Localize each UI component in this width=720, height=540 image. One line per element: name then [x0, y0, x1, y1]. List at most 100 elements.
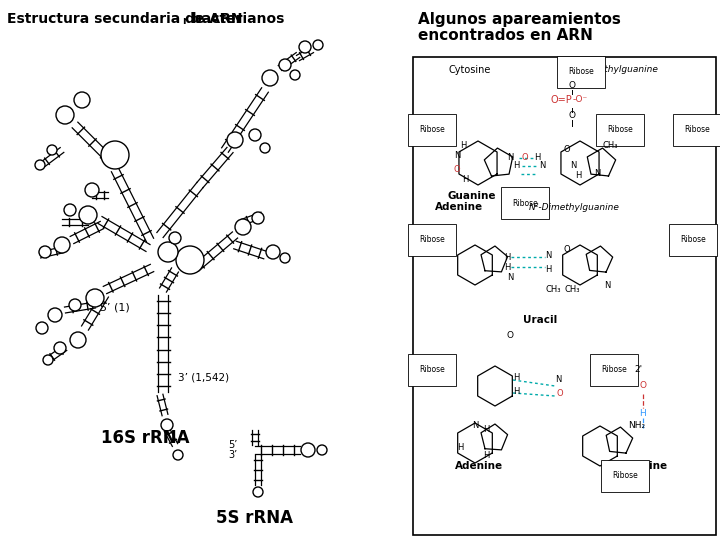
Text: H: H: [513, 161, 519, 171]
Text: Ribose: Ribose: [684, 125, 710, 134]
Text: O: O: [557, 388, 563, 397]
Text: H: H: [504, 262, 510, 272]
Text: Ribose: Ribose: [568, 68, 594, 77]
Text: Ribose: Ribose: [419, 125, 445, 134]
Text: Ribose: Ribose: [680, 235, 706, 245]
Circle shape: [253, 487, 263, 497]
Circle shape: [227, 132, 243, 148]
Text: H: H: [483, 426, 489, 435]
Text: H: H: [504, 253, 510, 261]
Circle shape: [101, 141, 129, 169]
Text: Adenine: Adenine: [435, 202, 483, 212]
Bar: [413, 57, 716, 535]
Text: r: r: [568, 32, 574, 42]
Text: -O⁻: -O⁻: [572, 96, 588, 105]
Circle shape: [252, 212, 264, 224]
Text: Ribose: Ribose: [607, 125, 633, 134]
Text: CH₃: CH₃: [602, 141, 618, 151]
Text: Ribose: Ribose: [419, 366, 445, 375]
Text: H: H: [545, 265, 552, 273]
Text: N: N: [555, 375, 561, 384]
Circle shape: [86, 289, 104, 307]
Circle shape: [176, 246, 204, 274]
Text: Uracil: Uracil: [523, 315, 557, 325]
Text: N: N: [507, 273, 513, 281]
Circle shape: [266, 245, 280, 259]
Text: N: N: [570, 161, 576, 171]
Text: Estructura secundaria de ARN: Estructura secundaria de ARN: [7, 12, 243, 26]
Text: H: H: [460, 141, 466, 151]
Text: encontrados en ARN: encontrados en ARN: [418, 28, 593, 43]
Text: Ribose: Ribose: [601, 366, 627, 375]
Text: N: N: [539, 161, 545, 171]
Text: N: N: [594, 170, 600, 179]
Text: Ribose: Ribose: [512, 199, 538, 207]
Text: 5S rRNA: 5S rRNA: [217, 509, 294, 527]
Circle shape: [79, 206, 97, 224]
Text: Ribose: Ribose: [419, 235, 445, 245]
Text: 5’ (1): 5’ (1): [100, 302, 130, 312]
Text: O: O: [639, 381, 647, 390]
Circle shape: [158, 242, 178, 262]
Text: CH₃: CH₃: [545, 286, 561, 294]
Text: O: O: [564, 246, 570, 254]
Text: 16S rRNA: 16S rRNA: [101, 429, 189, 447]
Text: 3’: 3’: [229, 450, 238, 460]
Text: H: H: [483, 451, 489, 461]
Circle shape: [262, 70, 278, 86]
Circle shape: [299, 41, 311, 53]
Text: H: H: [513, 374, 519, 382]
Circle shape: [317, 445, 327, 455]
Text: H: H: [575, 172, 581, 180]
Text: 7-Methylguanine: 7-Methylguanine: [582, 65, 658, 75]
Circle shape: [249, 129, 261, 141]
Circle shape: [43, 355, 53, 365]
Text: Ribose: Ribose: [612, 471, 638, 481]
Circle shape: [74, 92, 90, 108]
Text: O: O: [454, 165, 460, 174]
Circle shape: [56, 106, 74, 124]
Text: bacterianos: bacterianos: [187, 12, 284, 26]
Text: NH₂: NH₂: [629, 422, 646, 430]
Text: O=P: O=P: [550, 95, 572, 105]
Text: 3’ (1,542): 3’ (1,542): [178, 373, 229, 383]
Circle shape: [35, 160, 45, 170]
Text: H: H: [639, 408, 647, 417]
Text: CH₃: CH₃: [564, 286, 580, 294]
Circle shape: [290, 70, 300, 80]
Text: Cytosine: Cytosine: [449, 65, 491, 75]
Text: N: N: [507, 153, 513, 163]
Circle shape: [39, 246, 51, 258]
Circle shape: [70, 332, 86, 348]
Circle shape: [280, 253, 290, 263]
Text: Adenine: Adenine: [620, 461, 668, 471]
Circle shape: [169, 232, 181, 244]
Circle shape: [260, 143, 270, 153]
Circle shape: [54, 342, 66, 354]
Text: O: O: [569, 80, 575, 90]
Circle shape: [173, 450, 183, 460]
Text: Algunos apareamientos: Algunos apareamientos: [418, 12, 621, 27]
Text: H: H: [462, 176, 468, 185]
Circle shape: [48, 308, 62, 322]
Text: 2': 2': [634, 366, 642, 375]
Text: 5’: 5’: [229, 440, 238, 450]
Text: O: O: [569, 111, 575, 120]
Text: H: H: [513, 387, 519, 395]
Circle shape: [313, 40, 323, 50]
Circle shape: [36, 322, 48, 334]
Circle shape: [69, 299, 81, 311]
Text: N: N: [604, 280, 610, 289]
Text: H: H: [456, 443, 463, 453]
Text: N: N: [472, 422, 478, 430]
Circle shape: [161, 419, 173, 431]
Circle shape: [235, 219, 251, 235]
Circle shape: [47, 145, 57, 155]
Circle shape: [301, 443, 315, 457]
Text: N: N: [545, 251, 552, 260]
Circle shape: [85, 183, 99, 197]
Circle shape: [64, 204, 76, 216]
Text: H: H: [534, 153, 540, 163]
Text: r: r: [182, 16, 187, 26]
Text: O: O: [564, 145, 570, 154]
